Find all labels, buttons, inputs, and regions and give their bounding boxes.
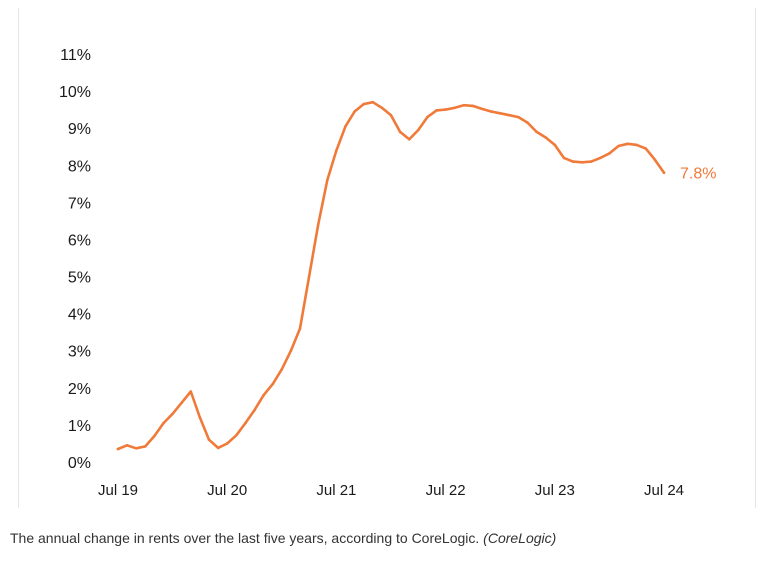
data-point xyxy=(508,113,511,117)
data-point xyxy=(444,108,447,111)
data-point xyxy=(153,434,156,438)
y-tick-label: 11% xyxy=(60,47,91,64)
data-point xyxy=(171,412,174,416)
data-point xyxy=(526,121,529,124)
data-point xyxy=(462,103,466,107)
data-point xyxy=(262,393,265,397)
data-point xyxy=(544,136,547,139)
x-tick-label: Jul 20 xyxy=(207,482,247,499)
chart-container: 0% 1% 2% 3% 4% 5% 6% 7% 8% 9% 10% 11% Jul 19 Jul 20 J… xyxy=(18,8,756,508)
data-point xyxy=(398,130,402,134)
data-point xyxy=(471,104,475,108)
data-point xyxy=(489,110,493,113)
data-point xyxy=(517,115,520,119)
data-point xyxy=(271,382,274,386)
caption-text: The annual change in rents over the last… xyxy=(10,530,480,546)
data-point xyxy=(180,401,183,405)
data-point xyxy=(589,160,593,163)
data-point xyxy=(353,110,356,113)
data-point xyxy=(407,138,411,141)
data-point xyxy=(362,102,366,106)
y-tick-label: 6% xyxy=(68,232,91,249)
data-point xyxy=(617,144,620,148)
y-tick-label: 5% xyxy=(68,270,91,287)
data-point xyxy=(298,327,302,330)
data-point xyxy=(225,442,229,445)
data-point xyxy=(435,109,438,112)
end-value-label: 7.8% xyxy=(680,166,716,183)
data-point xyxy=(653,158,657,161)
data-point xyxy=(189,390,193,393)
y-tick-label: 2% xyxy=(68,381,91,398)
data-point xyxy=(289,349,293,353)
data-point xyxy=(316,223,320,226)
y-tick-label: 3% xyxy=(68,344,91,361)
data-point xyxy=(599,156,602,160)
data-point xyxy=(344,125,347,128)
caption-source: (CoreLogic) xyxy=(483,530,557,546)
data-point xyxy=(125,444,129,447)
data-point xyxy=(662,171,666,174)
y-tick-label: 4% xyxy=(68,307,91,324)
data-point xyxy=(280,368,284,371)
data-point xyxy=(216,446,220,450)
data-point xyxy=(380,106,384,110)
y-tick-label: 1% xyxy=(68,418,91,435)
data-point xyxy=(562,156,566,160)
x-tick-label: Jul 21 xyxy=(316,482,356,499)
series-line xyxy=(116,100,666,451)
data-point xyxy=(144,445,147,448)
data-point xyxy=(389,113,393,117)
data-point xyxy=(307,275,311,278)
end-label-layer: 7.8% xyxy=(680,166,716,183)
y-tick-label: 10% xyxy=(59,84,91,101)
data-point xyxy=(244,421,247,425)
data-point xyxy=(134,447,138,450)
data-point xyxy=(335,149,338,152)
data-point xyxy=(498,112,502,115)
y-tick-label: 9% xyxy=(68,121,91,138)
data-point xyxy=(635,143,638,147)
y-tick-label: 0% xyxy=(68,455,91,472)
data-point xyxy=(553,143,557,147)
data-point xyxy=(480,107,484,111)
y-tick-label: 7% xyxy=(68,195,91,212)
line-chart: 0%1%2%3%4%5%6%7%8%9%10%11% Jul 19 Jul 20 J… xyxy=(59,47,717,499)
data-point xyxy=(644,147,648,150)
data-point xyxy=(608,152,611,155)
data-point xyxy=(417,128,420,132)
x-tick-label: Jul 19 xyxy=(98,482,138,499)
figure-caption: The annual change in rents over the last… xyxy=(10,530,556,546)
data-point xyxy=(326,178,329,182)
data-point xyxy=(235,434,238,437)
series-layer xyxy=(116,100,666,451)
data-point xyxy=(426,115,429,119)
data-point xyxy=(580,161,584,164)
data-point xyxy=(626,142,629,146)
data-point xyxy=(453,106,457,110)
data-point xyxy=(116,447,120,451)
x-axis-ticks: Jul 19 Jul 20 Jul 21 Jul 22 Jul 23 Jul 24 xyxy=(98,482,684,499)
x-tick-label: Jul 23 xyxy=(535,482,575,499)
data-point xyxy=(253,408,256,412)
data-point xyxy=(535,130,538,134)
y-axis-ticks: 0% 1% 2% 3% 4% 5% 6% 7% 8% 9% 10% 11% xyxy=(59,47,91,472)
data-point xyxy=(207,438,211,442)
data-point xyxy=(162,421,165,425)
x-tick-label: Jul 22 xyxy=(426,482,466,499)
data-point xyxy=(371,100,375,104)
y-tick-label: 8% xyxy=(68,158,91,175)
x-tick-label: Jul 24 xyxy=(644,482,684,499)
data-point xyxy=(571,160,575,163)
data-point xyxy=(198,416,202,419)
